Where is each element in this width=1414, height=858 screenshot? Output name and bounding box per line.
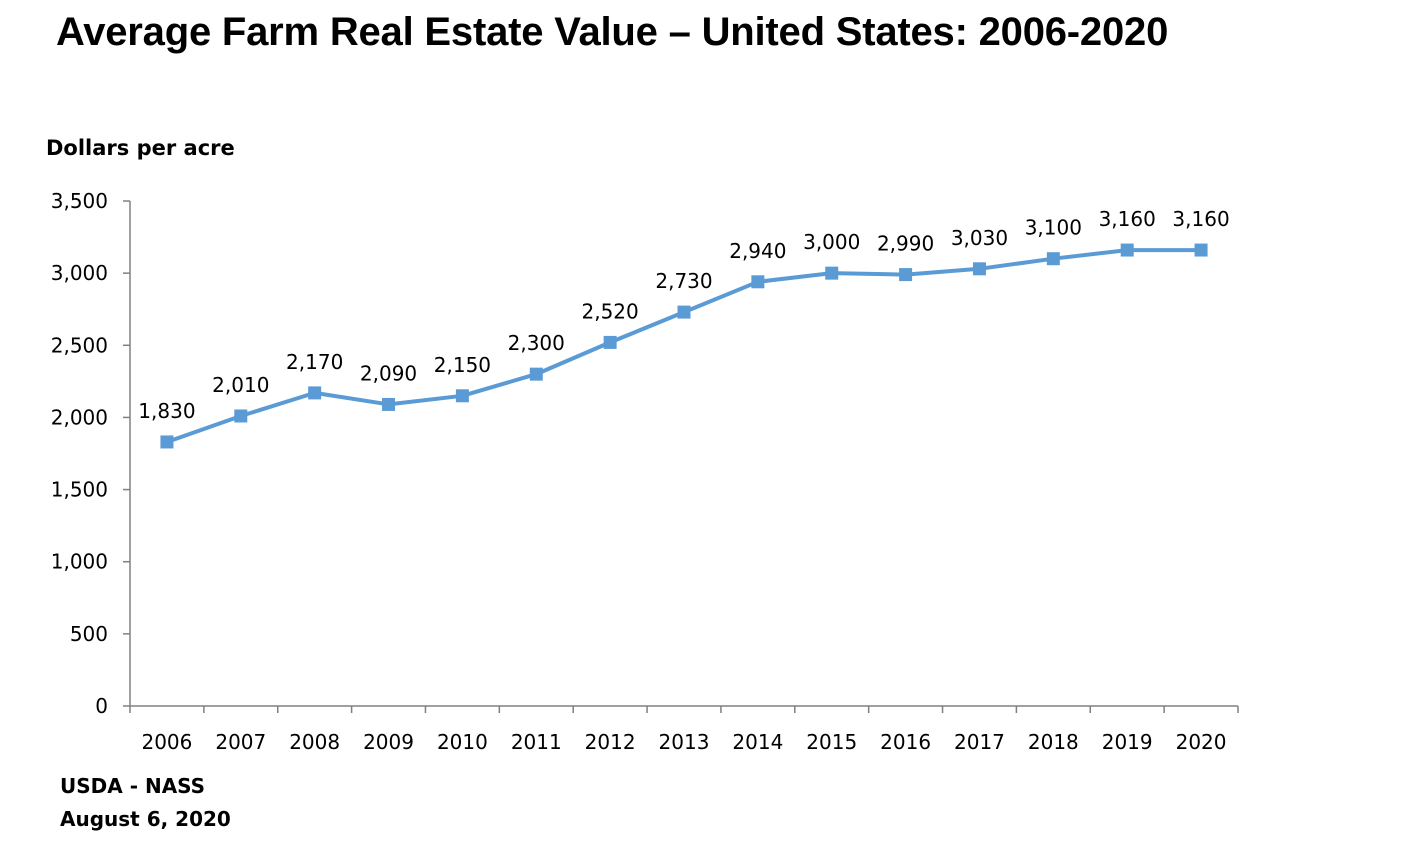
source-agency: USDA - NASS [60,774,206,798]
source-date: August 6, 2020 [60,807,231,831]
data-label: 2,150 [434,353,491,377]
x-tick-label: 2011 [511,730,562,754]
x-tick-label: 2016 [880,730,931,754]
data-point-marker [899,268,913,282]
data-point-marker [972,262,986,276]
y-tick-labels: 0 500 1,000 1,500 2,000 2,500 3,000 3,500 [51,189,108,718]
data-label: 3,100 [1025,216,1082,240]
data-label: 2,990 [877,232,934,256]
data-point-marker [825,266,839,280]
data-point-marker [1194,243,1208,257]
x-tick-label: 2006 [141,730,192,754]
data-label: 2,010 [212,373,269,397]
data-label: 3,160 [1099,207,1156,231]
data-label: 3,030 [951,226,1008,250]
x-tick-label: 2020 [1176,730,1227,754]
chart-title: Average Farm Real Estate Value – United … [56,10,1169,54]
data-point-marker [529,367,543,381]
data-point-marker [1120,243,1134,257]
y-tick-label: 3,000 [51,261,108,285]
x-tick-label: 2017 [954,730,1005,754]
y-tick-label: 2,000 [51,405,108,429]
data-label: 3,000 [803,230,860,254]
data-labels: 1,830 2,010 2,170 2,090 2,150 2,300 2,520 2,730… [138,207,1229,423]
x-tick-label: 2015 [806,730,857,754]
data-point-marker [234,409,248,423]
y-tick-label: 3,500 [51,189,108,213]
x-tick-label: 2013 [659,730,710,754]
data-point-marker [677,305,691,319]
y-tick-label: 500 [70,622,108,646]
x-tick-labels: 2006 2007 2008 2009 2010 2011 2012 2013 2014 2015… [141,730,1226,754]
x-tick-label: 2010 [437,730,488,754]
data-point-marker [455,389,469,403]
y-tick-label: 1,500 [51,478,108,502]
data-label: 2,730 [655,269,712,293]
data-label: 2,520 [582,299,639,323]
x-tick-label: 2018 [1028,730,1079,754]
data-label: 2,300 [508,331,565,355]
data-label: 3,160 [1172,207,1229,231]
x-tick-label: 2014 [732,730,783,754]
data-markers [160,243,1208,449]
data-label: 1,830 [138,399,195,423]
data-point-marker [308,386,322,400]
data-point-marker [1046,252,1060,266]
axes [123,200,1239,713]
x-tick-label: 2012 [585,730,636,754]
y-tick-label: 0 [95,694,108,718]
y-axis-label: Dollars per acre [46,136,235,160]
data-label: 2,170 [286,350,343,374]
x-tick-label: 2009 [363,730,414,754]
data-point-marker [751,275,765,289]
data-point-marker [160,435,174,449]
source-note: USDA - NASS August 6, 2020 [60,770,231,836]
x-tick-label: 2008 [289,730,340,754]
x-tick-label: 2019 [1102,730,1153,754]
data-point-marker [603,335,617,349]
data-point-marker [382,397,396,411]
y-tick-label: 1,000 [51,550,108,574]
x-tick-label: 2007 [215,730,266,754]
data-label: 2,090 [360,361,417,385]
data-label: 2,940 [729,239,786,263]
y-tick-label: 2,500 [51,333,108,357]
